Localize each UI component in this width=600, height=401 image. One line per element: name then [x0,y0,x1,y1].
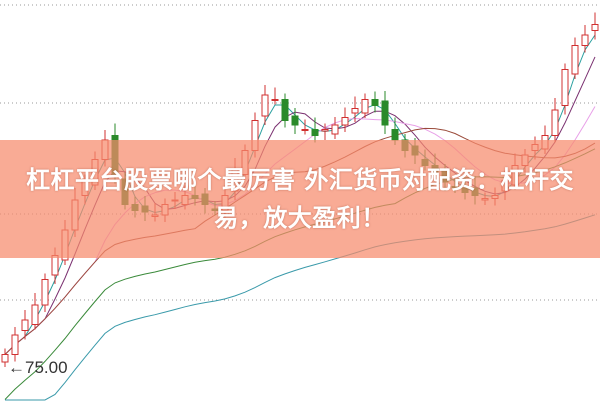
candle-body [301,129,309,131]
banner-title-line1: 杠杠平台股票哪个最厉害 外汇货币对配资：杠杆交 [26,166,574,194]
candle-body [561,69,569,106]
candle-body [391,129,399,141]
candle-body [291,115,299,126]
candle-body [581,34,589,46]
candle-body [341,117,349,126]
candle-body [361,99,369,114]
candle-body [51,255,59,276]
candle-body [281,99,289,121]
candle-body [11,334,19,355]
candle-body [381,100,389,126]
banner-title-line2: 易，放大盈利！ [214,204,386,232]
price-label-value: 75.00 [25,358,68,377]
candle-body [551,109,559,136]
candle-body [591,24,599,31]
candle-body [261,94,269,117]
candle-body [31,304,39,325]
candle-body [311,129,319,136]
candle-body [41,279,49,306]
candle-body [321,129,329,132]
title-banner: 杠杠平台股票哪个最厉害 外汇货币对配资：杠杆交 易，放大盈利！ [0,140,600,258]
candle-body [371,99,379,106]
candle-body [571,45,579,75]
price-label: ←75.00 [8,358,68,377]
candle-body [21,319,29,331]
candle-body [1,354,9,363]
candle-body [331,124,339,135]
candle-body [351,108,359,114]
candle-body [271,99,279,101]
